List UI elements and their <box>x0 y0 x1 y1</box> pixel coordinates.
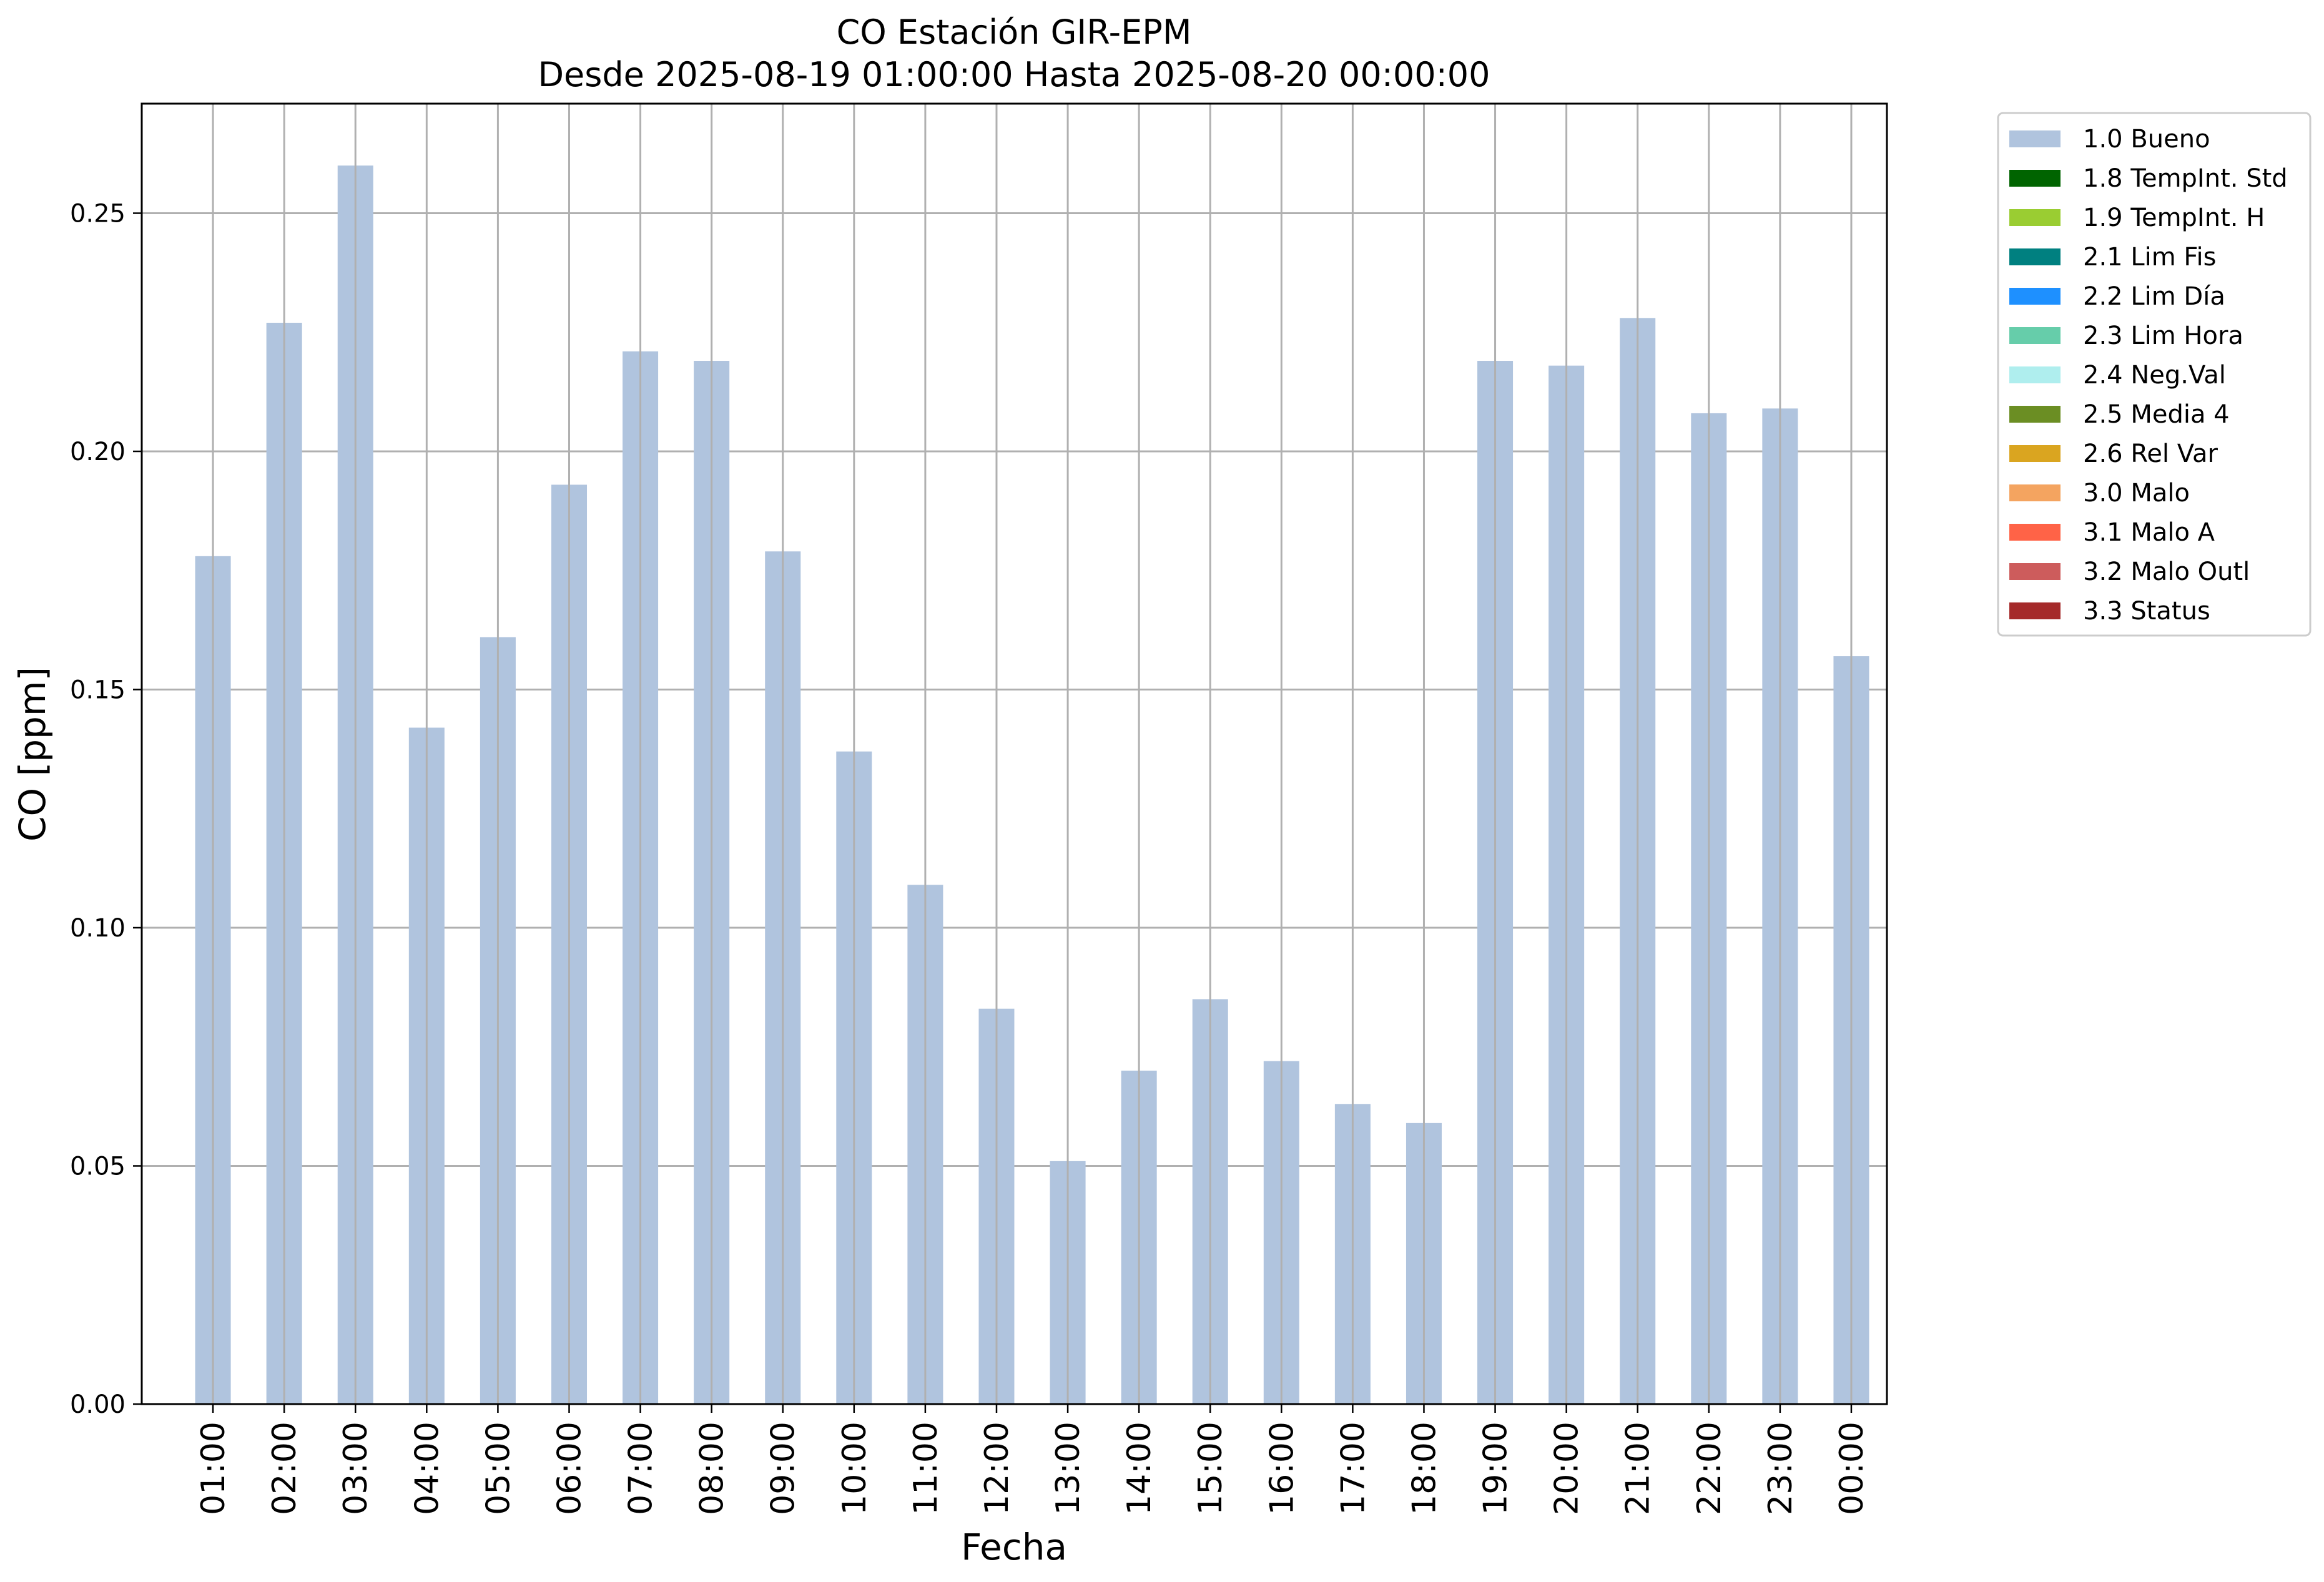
legend-label: 3.2 Malo Outl <box>2083 558 2250 586</box>
legend-swatch <box>2009 209 2061 226</box>
legend-swatch <box>2009 288 2061 305</box>
legend-swatch <box>2009 445 2061 462</box>
y-tick-label: 0.10 <box>70 914 126 943</box>
legend-items: 1.0 Bueno 1.8 TempInt. Std 1.9 TempInt. H 2… <box>2009 125 2288 626</box>
chart-title: CO Estación GIR-EPM <box>837 12 1192 52</box>
legend-frame <box>1997 112 2312 637</box>
legend-swatch <box>2009 327 2061 344</box>
legend-swatch <box>2009 524 2061 541</box>
x-tick-label: 21:00 <box>1620 1422 1657 1515</box>
legend-label: 2.1 Lim Fis <box>2083 243 2216 272</box>
legend: 1.0 Bueno 1.8 TempInt. Std 1.9 TempInt. H 2… <box>1997 112 2312 637</box>
x-tick-label: 13:00 <box>1050 1422 1087 1515</box>
x-axis-label: Fecha <box>961 1526 1067 1568</box>
x-tick-label: 15:00 <box>1192 1422 1229 1515</box>
x-tick-label: 19:00 <box>1477 1422 1515 1515</box>
y-tick-label: 0.15 <box>70 676 126 704</box>
x-tick-label: 11:00 <box>907 1422 945 1515</box>
y-axis-label: CO [ppm] <box>11 667 54 842</box>
legend-label: 2.3 Lim Hora <box>2083 322 2243 350</box>
x-tick-label: 04:00 <box>408 1422 446 1515</box>
x-tick-label: 07:00 <box>623 1422 660 1515</box>
y-tick-label: 0.20 <box>70 438 126 466</box>
legend-swatch <box>2009 366 2061 383</box>
x-tick-label: 22:00 <box>1691 1422 1728 1515</box>
legend-swatch <box>2009 248 2061 265</box>
x-tick-label: 20:00 <box>1549 1422 1586 1515</box>
x-tick-label: 03:00 <box>337 1422 375 1515</box>
x-tick-label: 05:00 <box>480 1422 517 1515</box>
legend-swatch <box>2009 406 2061 423</box>
legend-label: 1.0 Bueno <box>2083 125 2210 154</box>
x-tick-label: 09:00 <box>765 1422 802 1515</box>
x-tick-label: 17:00 <box>1334 1422 1372 1515</box>
x-tick-label: 06:00 <box>551 1422 588 1515</box>
x-tick-label: 08:00 <box>694 1422 731 1515</box>
legend-label: 3.0 Malo <box>2083 479 2190 508</box>
legend-label: 2.6 Rel Var <box>2083 440 2218 468</box>
x-tick-label: 14:00 <box>1121 1422 1158 1515</box>
chart-subtitle: Desde 2025-08-19 01:00:00 Hasta 2025-08-… <box>538 55 1490 94</box>
legend-label: 3.3 Status <box>2083 597 2210 626</box>
legend-swatch <box>2009 170 2061 187</box>
x-tick-label: 12:00 <box>978 1422 1016 1515</box>
x-tick-label: 01:00 <box>195 1422 232 1515</box>
y-tick-label: 0.00 <box>70 1390 126 1419</box>
legend-label: 2.2 Lim Día <box>2083 282 2225 311</box>
legend-swatch <box>2009 602 2061 619</box>
x-tick-label: 02:00 <box>266 1422 303 1515</box>
y-tick-label: 0.05 <box>70 1152 126 1181</box>
legend-label: 1.9 TempInt. H <box>2083 204 2265 232</box>
x-tick-label: 00:00 <box>1833 1422 1871 1515</box>
x-tick-label: 18:00 <box>1406 1422 1443 1515</box>
legend-label: 1.8 TempInt. Std <box>2083 164 2288 193</box>
x-tick-label: 10:00 <box>836 1422 874 1515</box>
legend-swatch <box>2009 130 2061 147</box>
x-axis-ticks: 01:00 02:00 03:00 04:00 05:00 06:00 07:00 08:00… <box>195 1404 1871 1515</box>
y-axis-ticks: 0.00 0.05 0.10 0.15 0.20 0.25 <box>70 199 142 1419</box>
legend-swatch <box>2009 563 2061 580</box>
legend-label: 2.4 Neg.Val <box>2083 361 2226 390</box>
vertical-grid <box>212 104 1853 1404</box>
legend-label: 2.5 Media 4 <box>2083 400 2230 429</box>
plot-frame <box>140 102 1888 1405</box>
legend-label: 3.1 Malo A <box>2083 518 2215 547</box>
y-tick-label: 0.25 <box>70 199 126 228</box>
legend-swatch <box>2009 484 2061 501</box>
x-tick-label: 16:00 <box>1263 1422 1301 1515</box>
x-tick-label: 23:00 <box>1762 1422 1800 1515</box>
